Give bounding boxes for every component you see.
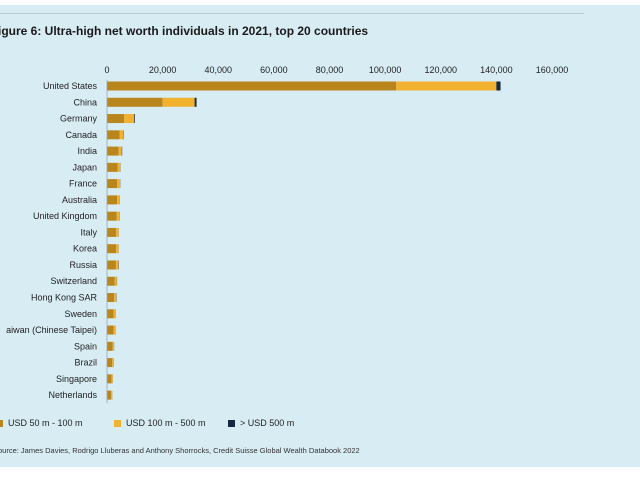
legend-swatch xyxy=(0,420,3,427)
category-label: Brazil xyxy=(74,358,97,368)
x-tick-label: 140,000 xyxy=(480,65,513,75)
legend-label: USD 100 m - 500 m xyxy=(126,418,206,428)
x-tick-label: 60,000 xyxy=(260,65,288,75)
bar-segment xyxy=(107,146,119,156)
category-label: Italy xyxy=(80,227,97,237)
category-label: Japan xyxy=(72,162,97,172)
bar-segment xyxy=(115,260,119,270)
x-tick-label: 160,000 xyxy=(536,65,569,75)
bar-segment xyxy=(113,309,116,319)
bar-segment xyxy=(117,179,121,189)
category-label: France xyxy=(69,179,97,189)
legend-swatch xyxy=(114,420,121,427)
bar-segment xyxy=(107,358,113,368)
bar-segment xyxy=(107,97,163,107)
legend-swatch xyxy=(228,420,235,427)
bar-segment xyxy=(116,244,119,254)
category-label: Canada xyxy=(65,130,97,140)
bar-segment xyxy=(112,341,115,351)
bar-segment xyxy=(107,195,118,205)
category-label: Netherlands xyxy=(48,390,97,400)
category-label: aiwan (Chinese Taipei) xyxy=(6,325,97,335)
bar-segment xyxy=(116,211,120,221)
category-label: Spain xyxy=(74,341,97,351)
bar-segment xyxy=(107,325,114,335)
category-label: Switzerland xyxy=(50,276,97,286)
bar-segment xyxy=(124,114,135,124)
legend-label: USD 50 m - 100 m xyxy=(8,418,83,428)
bar-segment xyxy=(113,325,116,335)
bar-segment xyxy=(107,293,115,303)
bar-segment xyxy=(107,309,114,319)
x-tick-label: 40,000 xyxy=(204,65,232,75)
bar-segment xyxy=(107,276,115,286)
bar-segment xyxy=(194,97,197,107)
x-tick-label: 80,000 xyxy=(316,65,344,75)
bar-segment xyxy=(107,260,116,270)
bar-segment xyxy=(107,114,125,124)
category-label: Russia xyxy=(69,260,97,270)
bar-segment xyxy=(107,130,120,140)
bar-segment xyxy=(118,146,122,156)
bar-segment xyxy=(112,358,114,368)
category-label: Germany xyxy=(60,114,98,124)
bar-segment xyxy=(111,374,113,384)
bar-segment xyxy=(114,276,117,286)
bar-segment xyxy=(114,293,117,303)
bar-segment xyxy=(396,81,497,91)
bar-segment xyxy=(107,179,118,189)
category-label: China xyxy=(73,97,97,107)
legend-item-usd-50-100: USD 50 m - 100 m xyxy=(0,416,83,430)
category-label: Hong Kong SAR xyxy=(31,293,98,303)
legend-item-usd-100-500: USD 100 m - 500 m xyxy=(114,416,206,430)
category-label: United States xyxy=(43,81,98,91)
x-tick-label: 0 xyxy=(104,65,109,75)
bar-segment xyxy=(107,244,117,254)
bar-segment xyxy=(134,114,135,124)
bar-segment xyxy=(107,81,397,91)
chart-title: igure 6: Ultra-high net worth individual… xyxy=(0,24,369,38)
bar-segment xyxy=(107,374,112,384)
x-tick-label: 100,000 xyxy=(369,65,402,75)
bar-segment xyxy=(496,81,501,91)
category-label: India xyxy=(77,146,97,156)
bar-segment xyxy=(107,227,117,237)
source-note: ource: James Davies, Rodrigo Lluberas an… xyxy=(0,446,360,455)
category-label: Australia xyxy=(62,195,97,205)
category-label: Sweden xyxy=(64,309,97,319)
category-label: Singapore xyxy=(56,374,97,384)
x-tick-label: 120,000 xyxy=(424,65,457,75)
bar-segment xyxy=(107,162,118,172)
bar-segment xyxy=(107,341,113,351)
legend-item-usd-500-plus: > USD 500 m xyxy=(228,416,294,430)
category-label: Korea xyxy=(73,244,97,254)
bar-segment xyxy=(107,211,117,221)
bar-segment xyxy=(162,97,195,107)
bar-segment xyxy=(116,227,119,237)
header-rule xyxy=(0,13,584,14)
x-tick-label: 20,000 xyxy=(149,65,177,75)
legend-label: > USD 500 m xyxy=(240,418,295,428)
bar-segment xyxy=(117,162,121,172)
bar-segment xyxy=(107,390,112,400)
bar-segment xyxy=(111,390,113,400)
bar-segment xyxy=(119,130,124,140)
category-label: United Kingdom xyxy=(33,211,97,221)
bar-segment xyxy=(117,195,120,205)
